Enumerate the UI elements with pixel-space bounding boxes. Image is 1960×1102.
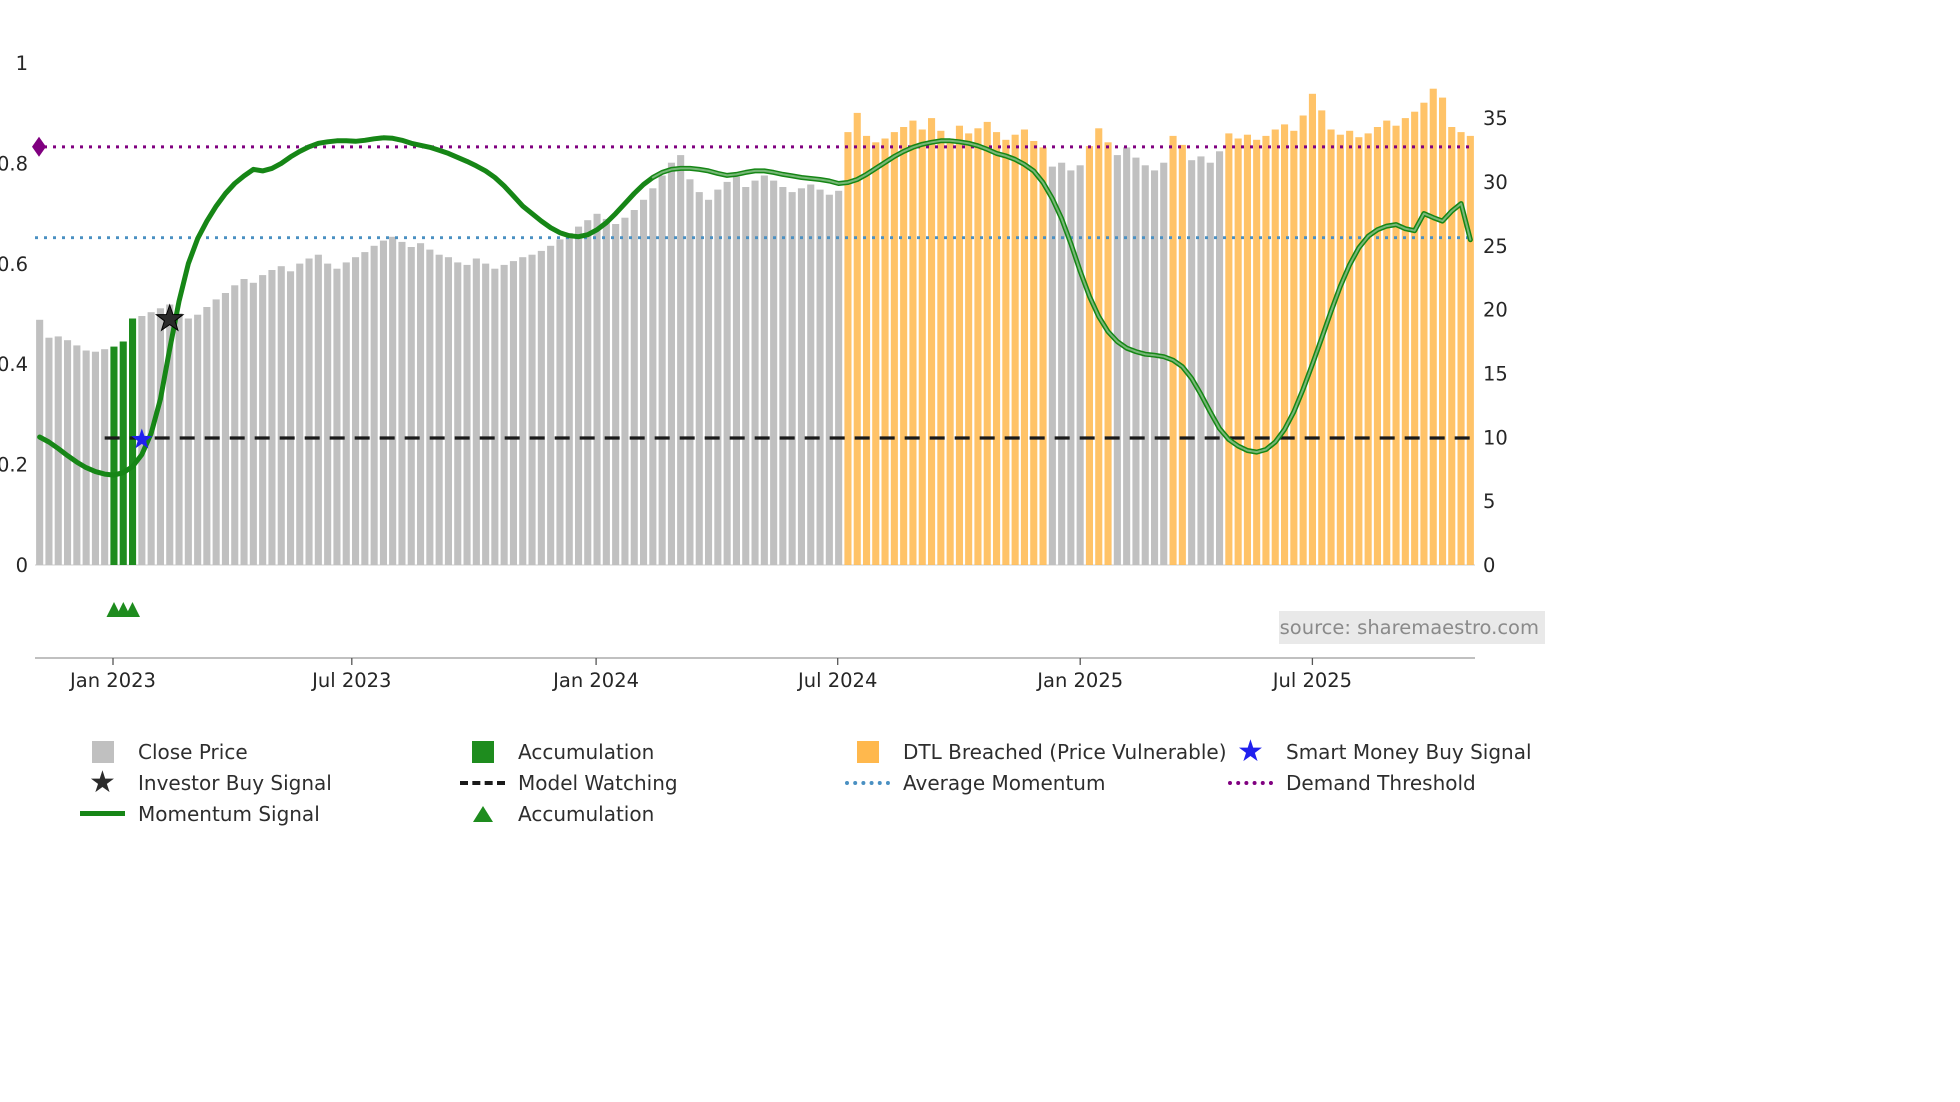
purple-dotted-line-swatch <box>1228 780 1273 785</box>
svg-text:30: 30 <box>1483 171 1508 194</box>
legend-item-accumulation-marker: Accumulation <box>460 798 845 829</box>
legend-item-model-watching: Model Watching <box>460 767 845 798</box>
legend-item-dtl-breached: DTL Breached (Price Vulnerable) <box>845 736 1228 767</box>
green-triangle-icon <box>460 805 505 822</box>
svg-text:0: 0 <box>16 554 28 577</box>
svg-text:Jul 2023: Jul 2023 <box>310 669 391 692</box>
source-attribution: source: sharemaestro.com <box>1279 611 1545 644</box>
blue-dotted-line-swatch <box>845 780 890 785</box>
smart-money-buy-star-icon <box>131 428 153 449</box>
svg-text:0.2: 0.2 <box>0 454 28 477</box>
legend-item-smart-money-buy-signal: ★ Smart Money Buy Signal <box>1228 736 1532 767</box>
svg-text:10: 10 <box>1483 426 1508 449</box>
svg-text:20: 20 <box>1483 299 1508 322</box>
svg-text:Jul 2024: Jul 2024 <box>796 669 877 692</box>
svg-text:0.4: 0.4 <box>0 353 28 376</box>
svg-text:Jan 2024: Jan 2024 <box>551 669 639 692</box>
legend-label: DTL Breached (Price Vulnerable) <box>903 739 1227 764</box>
legend-label: Close Price <box>138 739 248 764</box>
green-line-swatch <box>80 811 125 816</box>
close-price-swatch <box>80 740 125 763</box>
source-text: source: sharemaestro.com <box>1279 616 1539 639</box>
svg-text:0.8: 0.8 <box>0 152 28 175</box>
demand-threshold-diamond-icon <box>32 136 46 157</box>
axes <box>35 564 1475 659</box>
signal-markers <box>32 136 185 617</box>
blue-star-icon: ★ <box>1237 733 1264 769</box>
investor-buy-star-icon <box>154 303 185 332</box>
svg-text:Jul 2025: Jul 2025 <box>1271 669 1352 692</box>
svg-text:1: 1 <box>16 52 28 75</box>
legend-label: Average Momentum <box>903 770 1106 795</box>
accumulation-triangle-icon <box>125 602 140 617</box>
legend-item-investor-buy-signal: ★ Investor Buy Signal <box>80 767 460 798</box>
svg-text:Jan 2025: Jan 2025 <box>1035 669 1123 692</box>
axis-labels: Jan 2023 Jul 2023 Jan 2024 Jul 2024 Jan 2025… <box>0 52 1508 692</box>
legend-label: Accumulation <box>518 739 655 764</box>
legend-item-demand-threshold: Demand Threshold <box>1228 767 1532 798</box>
accumulation-swatch <box>460 740 505 763</box>
legend-item-close-price: Close Price <box>80 736 460 767</box>
momentum-line <box>37 135 1473 478</box>
svg-text:0: 0 <box>1483 554 1495 577</box>
legend-item-average-momentum: Average Momentum <box>845 767 1228 798</box>
reference-lines <box>35 145 1475 440</box>
svg-text:15: 15 <box>1483 363 1508 386</box>
legend-label: Accumulation <box>518 801 655 826</box>
legend-column-1: Close Price ★ Investor Buy Signal Moment… <box>80 736 460 829</box>
legend: Close Price ★ Investor Buy Signal Moment… <box>80 736 1532 829</box>
dtl-swatch <box>845 740 890 763</box>
legend-label: Investor Buy Signal <box>138 770 332 795</box>
svg-text:5: 5 <box>1483 490 1495 513</box>
legend-label: Demand Threshold <box>1286 770 1476 795</box>
dashed-line-swatch <box>460 780 505 785</box>
svg-text:Jan 2023: Jan 2023 <box>68 669 156 692</box>
legend-label: Model Watching <box>518 770 678 795</box>
svg-text:25: 25 <box>1483 235 1508 258</box>
legend-column-3: DTL Breached (Price Vulnerable) Average … <box>845 736 1228 829</box>
legend-column-4: ★ Smart Money Buy Signal Demand Threshol… <box>1228 736 1532 829</box>
legend-label: Momentum Signal <box>138 801 320 826</box>
price-bars <box>36 88 1474 566</box>
legend-label: Smart Money Buy Signal <box>1286 739 1532 764</box>
legend-column-2: Accumulation Model Watching Accumulation <box>460 736 845 829</box>
svg-text:35: 35 <box>1483 107 1508 130</box>
black-star-icon: ★ <box>89 764 116 800</box>
legend-item-momentum-signal: Momentum Signal <box>80 798 460 829</box>
svg-text:0.6: 0.6 <box>0 253 28 276</box>
legend-item-accumulation-bar: Accumulation <box>460 736 845 767</box>
